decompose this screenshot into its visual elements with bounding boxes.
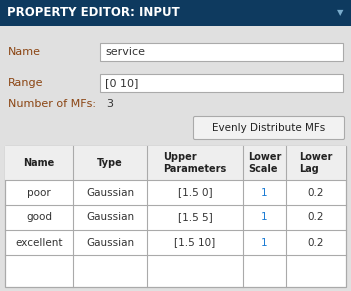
Text: service: service (105, 47, 145, 57)
Text: ▼: ▼ (337, 8, 343, 17)
Text: 0.2: 0.2 (308, 212, 324, 223)
Text: PROPERTY EDITOR: INPUT: PROPERTY EDITOR: INPUT (7, 6, 180, 19)
Text: Upper
Parameters: Upper Parameters (163, 152, 227, 174)
Text: Gaussian: Gaussian (86, 212, 134, 223)
Text: Gaussian: Gaussian (86, 237, 134, 248)
Text: 0.2: 0.2 (308, 237, 324, 248)
Text: excellent: excellent (15, 237, 63, 248)
Text: Lower
Scale: Lower Scale (248, 152, 281, 174)
Bar (100, 43, 343, 61)
Text: poor: poor (27, 187, 51, 198)
Text: [1.5 10]: [1.5 10] (174, 237, 216, 248)
Text: good: good (26, 212, 52, 223)
Bar (5, 146, 346, 287)
Text: Number of MFs:: Number of MFs: (8, 99, 96, 109)
Text: Gaussian: Gaussian (86, 187, 134, 198)
Text: 1: 1 (261, 212, 268, 223)
Text: 1: 1 (261, 187, 268, 198)
Text: Type: Type (97, 158, 123, 168)
FancyBboxPatch shape (193, 116, 344, 139)
Text: [1.5 0]: [1.5 0] (178, 187, 212, 198)
Text: Lower
Lag: Lower Lag (299, 152, 333, 174)
Text: Evenly Distribute MFs: Evenly Distribute MFs (212, 123, 326, 133)
Bar (0, 0, 351, 26)
Bar (5, 146, 346, 180)
Text: 3: 3 (106, 99, 113, 109)
Text: Name: Name (24, 158, 55, 168)
Text: 1: 1 (261, 237, 268, 248)
Text: Range: Range (8, 78, 44, 88)
Text: 0.2: 0.2 (308, 187, 324, 198)
Bar (100, 74, 343, 92)
Text: Name: Name (8, 47, 41, 57)
Text: [1.5 5]: [1.5 5] (178, 212, 212, 223)
Text: [0 10]: [0 10] (105, 78, 138, 88)
